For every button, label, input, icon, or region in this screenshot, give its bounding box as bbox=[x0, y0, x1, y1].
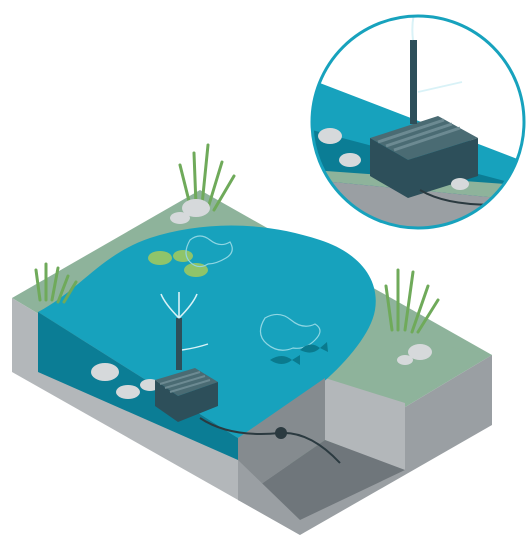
filter-detail bbox=[370, 16, 478, 198]
reeds-back bbox=[178, 143, 236, 212]
lilypad bbox=[173, 250, 193, 262]
lily-pads bbox=[148, 250, 208, 277]
water-ripples bbox=[185, 235, 321, 351]
water-cross-section bbox=[38, 312, 238, 460]
koi-fish-icon bbox=[270, 355, 300, 365]
cutaway-right-top bbox=[325, 338, 492, 403]
callout-rocks bbox=[318, 128, 469, 190]
pit-back bbox=[238, 460, 300, 535]
reeds-left bbox=[34, 262, 78, 304]
pond-filter bbox=[155, 368, 218, 422]
pit-inner-wall bbox=[238, 378, 325, 500]
grass-rocks bbox=[170, 199, 432, 365]
cable-gland bbox=[275, 427, 287, 439]
lilypad bbox=[148, 251, 172, 265]
koi-fish-icon bbox=[300, 342, 328, 353]
pond bbox=[38, 225, 405, 535]
fountain-spray-icon bbox=[160, 292, 209, 370]
detail-callout bbox=[310, 14, 526, 230]
pit-floor bbox=[238, 440, 405, 520]
water-surface bbox=[38, 225, 376, 438]
cutaway-right-face bbox=[325, 378, 405, 470]
reeds-right bbox=[384, 268, 440, 334]
